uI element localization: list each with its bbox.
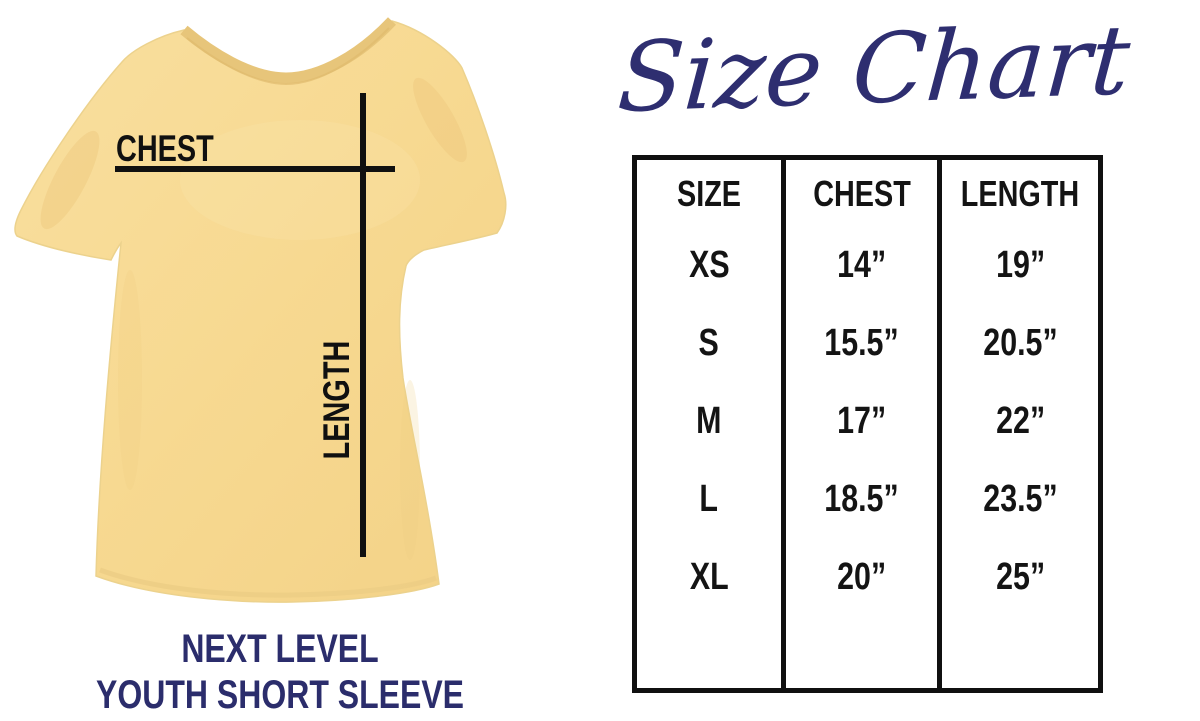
size-table-column-length: LENGTH 19” 20.5” 22” 23.5” 25” xyxy=(942,160,1098,688)
product-name: NEXT LEVEL YOUTH SHORT SLEEVE xyxy=(0,626,560,718)
size-chart-title: Size Chart xyxy=(614,3,1134,135)
chest-cell: 20” xyxy=(837,555,887,598)
length-cell: 20.5” xyxy=(982,321,1058,364)
column-header-size: SIZE xyxy=(677,173,742,214)
tshirt-diagram: CHEST LENGTH NEXT LEVEL YOUTH SHORT SLEE… xyxy=(0,0,560,717)
size-cell: XS xyxy=(688,243,730,286)
chest-cell: 17” xyxy=(837,399,887,442)
product-name-line1: NEXT LEVEL xyxy=(181,627,379,671)
length-cell: 23.5” xyxy=(982,477,1058,520)
length-cell: 22” xyxy=(995,399,1045,442)
length-cell: 25” xyxy=(995,555,1045,598)
chest-measurement-line xyxy=(115,166,395,172)
size-table-column-chest: CHEST 14” 15.5” 17” 18.5” 20” xyxy=(786,160,938,688)
size-cell: XL xyxy=(689,555,729,598)
chest-label: CHEST xyxy=(116,128,214,169)
chest-cell: 14” xyxy=(837,243,887,286)
chest-cell: 18.5” xyxy=(824,477,899,520)
size-cell: M xyxy=(696,399,722,442)
size-table-column-size: SIZE XS S M L XL xyxy=(637,160,782,688)
length-cell: 19” xyxy=(995,243,1045,286)
tshirt-collar xyxy=(180,17,397,84)
product-name-line2: YOUTH SHORT SLEEVE xyxy=(95,673,465,717)
column-header-length: LENGTH xyxy=(960,173,1080,214)
length-measurement-line xyxy=(360,93,366,557)
size-cell: L xyxy=(699,477,719,520)
tshirt-hem-seam xyxy=(99,567,437,598)
column-header-chest: CHEST xyxy=(812,173,911,214)
size-cell: S xyxy=(698,321,720,364)
tshirt-collar-seam xyxy=(186,27,390,86)
chest-cell: 15.5” xyxy=(824,321,899,364)
length-label: LENGTH xyxy=(316,340,357,460)
tshirt-illustration xyxy=(14,17,507,603)
size-table: SIZE XS S M L XL CHEST 14” xyxy=(632,155,1103,693)
